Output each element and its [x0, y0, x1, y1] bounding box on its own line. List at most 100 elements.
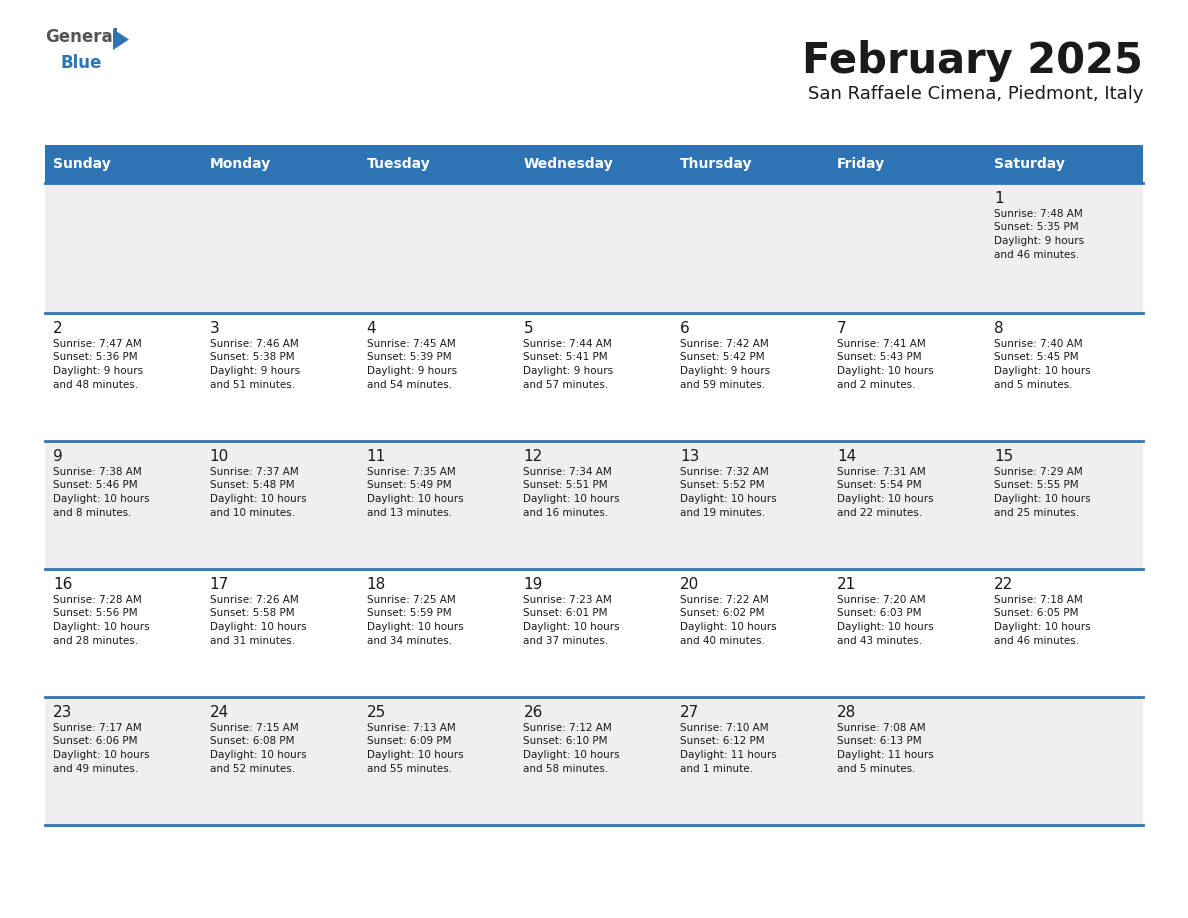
Text: Sunrise: 7:48 AM: Sunrise: 7:48 AM [994, 209, 1082, 219]
Text: San Raffaele Cimena, Piedmont, Italy: San Raffaele Cimena, Piedmont, Italy [808, 85, 1143, 103]
Text: and 49 minutes.: and 49 minutes. [52, 764, 138, 774]
Text: Sunrise: 7:29 AM: Sunrise: 7:29 AM [994, 467, 1082, 477]
Text: Sunset: 5:55 PM: Sunset: 5:55 PM [994, 480, 1079, 490]
Text: Daylight: 10 hours: Daylight: 10 hours [524, 622, 620, 632]
Text: Sunset: 5:52 PM: Sunset: 5:52 PM [681, 480, 765, 490]
Bar [45, 313, 202, 441]
Text: Sunset: 6:13 PM: Sunset: 6:13 PM [838, 736, 922, 746]
Text: Sunrise: 7:13 AM: Sunrise: 7:13 AM [367, 723, 455, 733]
Text: 23: 23 [52, 705, 72, 720]
Text: and 25 minutes.: and 25 minutes. [994, 508, 1079, 518]
Text: and 19 minutes.: and 19 minutes. [681, 508, 765, 518]
Bar [359, 569, 516, 697]
Text: Sunrise: 7:42 AM: Sunrise: 7:42 AM [681, 339, 769, 349]
Text: Sunset: 5:42 PM: Sunset: 5:42 PM [681, 353, 765, 363]
Text: Sunset: 6:06 PM: Sunset: 6:06 PM [52, 736, 138, 746]
Text: Sunrise: 7:26 AM: Sunrise: 7:26 AM [210, 595, 298, 605]
Bar [829, 145, 986, 183]
Text: 25: 25 [367, 705, 386, 720]
Text: and 57 minutes.: and 57 minutes. [524, 379, 608, 389]
Text: Daylight: 9 hours: Daylight: 9 hours [52, 366, 143, 376]
Text: Sunset: 6:01 PM: Sunset: 6:01 PM [524, 609, 608, 619]
Text: Sunset: 5:35 PM: Sunset: 5:35 PM [994, 222, 1079, 232]
Bar [672, 145, 829, 183]
Text: Sunrise: 7:12 AM: Sunrise: 7:12 AM [524, 723, 612, 733]
Text: Sunset: 5:45 PM: Sunset: 5:45 PM [994, 353, 1079, 363]
Text: Monday: Monday [210, 157, 271, 171]
Bar [829, 441, 986, 569]
Text: Daylight: 10 hours: Daylight: 10 hours [367, 494, 463, 504]
Text: 24: 24 [210, 705, 229, 720]
Text: 17: 17 [210, 577, 229, 592]
Text: 21: 21 [838, 577, 857, 592]
Bar [986, 313, 1143, 441]
Text: and 28 minutes.: and 28 minutes. [52, 635, 138, 645]
Text: and 13 minutes.: and 13 minutes. [367, 508, 451, 518]
Text: Thursday: Thursday [681, 157, 753, 171]
Text: Friday: Friday [838, 157, 885, 171]
Text: Daylight: 10 hours: Daylight: 10 hours [52, 622, 150, 632]
Bar [516, 313, 672, 441]
Text: Sunset: 6:08 PM: Sunset: 6:08 PM [210, 736, 295, 746]
Bar [202, 697, 359, 825]
Bar [672, 697, 829, 825]
Bar [202, 569, 359, 697]
Text: Sunday: Sunday [52, 157, 110, 171]
Bar [829, 697, 986, 825]
Text: Sunrise: 7:34 AM: Sunrise: 7:34 AM [524, 467, 612, 477]
Text: Sunrise: 7:10 AM: Sunrise: 7:10 AM [681, 723, 769, 733]
Text: Daylight: 11 hours: Daylight: 11 hours [681, 750, 777, 760]
Bar [359, 183, 516, 313]
Text: Sunrise: 7:25 AM: Sunrise: 7:25 AM [367, 595, 455, 605]
Text: Sunrise: 7:23 AM: Sunrise: 7:23 AM [524, 595, 612, 605]
Text: and 46 minutes.: and 46 minutes. [994, 250, 1079, 260]
Text: General: General [45, 28, 119, 46]
Bar [45, 569, 202, 697]
Text: Sunrise: 7:40 AM: Sunrise: 7:40 AM [994, 339, 1082, 349]
Polygon shape [113, 29, 129, 50]
Bar [672, 569, 829, 697]
Bar [202, 183, 359, 313]
Bar [986, 441, 1143, 569]
Text: Sunrise: 7:46 AM: Sunrise: 7:46 AM [210, 339, 298, 349]
Bar [516, 183, 672, 313]
Bar [359, 441, 516, 569]
Text: Sunrise: 7:18 AM: Sunrise: 7:18 AM [994, 595, 1082, 605]
Bar [672, 441, 829, 569]
Text: 11: 11 [367, 449, 386, 464]
Text: Saturday: Saturday [994, 157, 1064, 171]
Bar [986, 145, 1143, 183]
Bar [829, 313, 986, 441]
Text: and 1 minute.: and 1 minute. [681, 764, 753, 774]
Text: Sunrise: 7:41 AM: Sunrise: 7:41 AM [838, 339, 925, 349]
Text: Sunset: 5:48 PM: Sunset: 5:48 PM [210, 480, 295, 490]
Text: 27: 27 [681, 705, 700, 720]
Text: and 22 minutes.: and 22 minutes. [838, 508, 922, 518]
Text: and 43 minutes.: and 43 minutes. [838, 635, 922, 645]
Text: Sunset: 5:41 PM: Sunset: 5:41 PM [524, 353, 608, 363]
Bar [829, 569, 986, 697]
Bar [45, 145, 202, 183]
Text: Blue: Blue [61, 54, 102, 72]
Text: and 8 minutes.: and 8 minutes. [52, 508, 132, 518]
Text: Daylight: 9 hours: Daylight: 9 hours [367, 366, 456, 376]
Text: Sunset: 6:02 PM: Sunset: 6:02 PM [681, 609, 765, 619]
Bar [45, 697, 202, 825]
Text: Sunset: 6:12 PM: Sunset: 6:12 PM [681, 736, 765, 746]
Bar [672, 183, 829, 313]
Text: 18: 18 [367, 577, 386, 592]
Text: Sunrise: 7:32 AM: Sunrise: 7:32 AM [681, 467, 769, 477]
Text: Sunset: 5:56 PM: Sunset: 5:56 PM [52, 609, 138, 619]
Text: Daylight: 10 hours: Daylight: 10 hours [52, 750, 150, 760]
Text: 6: 6 [681, 321, 690, 336]
Text: and 48 minutes.: and 48 minutes. [52, 379, 138, 389]
Text: Daylight: 9 hours: Daylight: 9 hours [210, 366, 299, 376]
Bar [202, 145, 359, 183]
Bar [516, 145, 672, 183]
Text: Daylight: 10 hours: Daylight: 10 hours [52, 494, 150, 504]
Text: 22: 22 [994, 577, 1013, 592]
Text: Daylight: 10 hours: Daylight: 10 hours [524, 750, 620, 760]
Text: 14: 14 [838, 449, 857, 464]
Text: Daylight: 10 hours: Daylight: 10 hours [681, 622, 777, 632]
Text: 2: 2 [52, 321, 63, 336]
